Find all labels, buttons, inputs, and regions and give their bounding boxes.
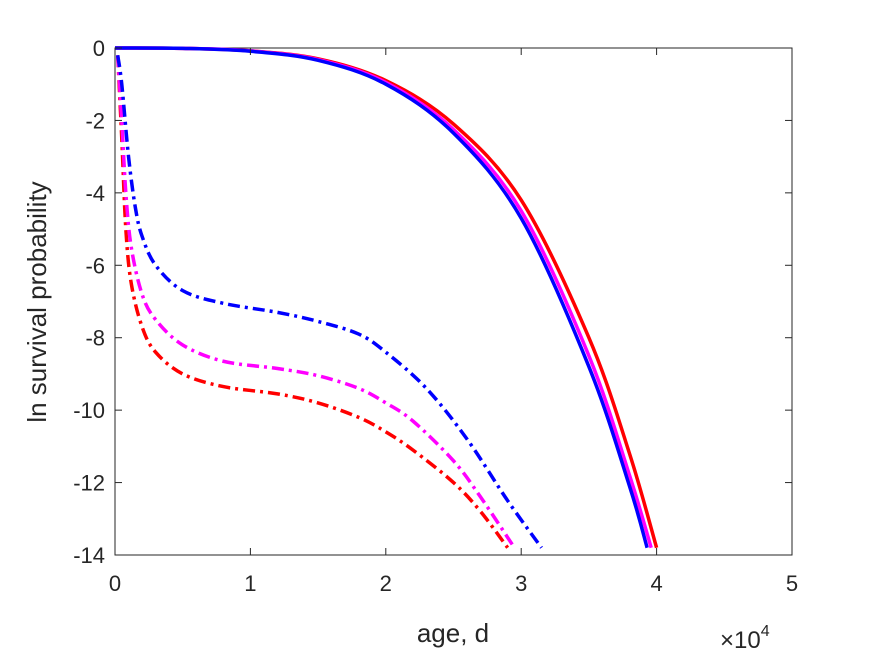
x-exponent-power: 4	[761, 623, 770, 640]
dashdot-series-line	[115, 55, 510, 549]
dashdot-series-line	[115, 54, 543, 549]
x-tick-label: 3	[515, 571, 527, 596]
x-axis-label: age, d	[417, 618, 489, 648]
x-tick-label: 1	[244, 571, 256, 596]
series-layer	[114, 46, 659, 549]
solid-series-line	[114, 46, 649, 549]
y-tick-label: -12	[73, 471, 105, 496]
x-exponent-label: ×104	[720, 623, 770, 654]
y-tick-label: -10	[73, 398, 105, 423]
x-exponent-base: ×10	[720, 627, 761, 654]
y-tick-label: -2	[85, 108, 105, 133]
y-tick-label: -4	[85, 181, 105, 206]
y-tick-label: -8	[85, 326, 105, 351]
y-tick-label: 0	[93, 36, 105, 61]
y-tick-label: -14	[73, 543, 105, 568]
x-tick-label: 0	[109, 571, 121, 596]
tick-layer: 0 1 2 3 4 5 0 -2 -4 -6 -8 -10 -12 -14	[73, 36, 798, 596]
dashdot-series-line	[115, 55, 516, 549]
x-tick-label: 4	[650, 571, 662, 596]
y-axis-label: ln survival probability	[22, 181, 52, 422]
x-tick-label: 5	[786, 571, 798, 596]
x-tick-label: 2	[380, 571, 392, 596]
y-tick-label: -6	[85, 253, 105, 278]
